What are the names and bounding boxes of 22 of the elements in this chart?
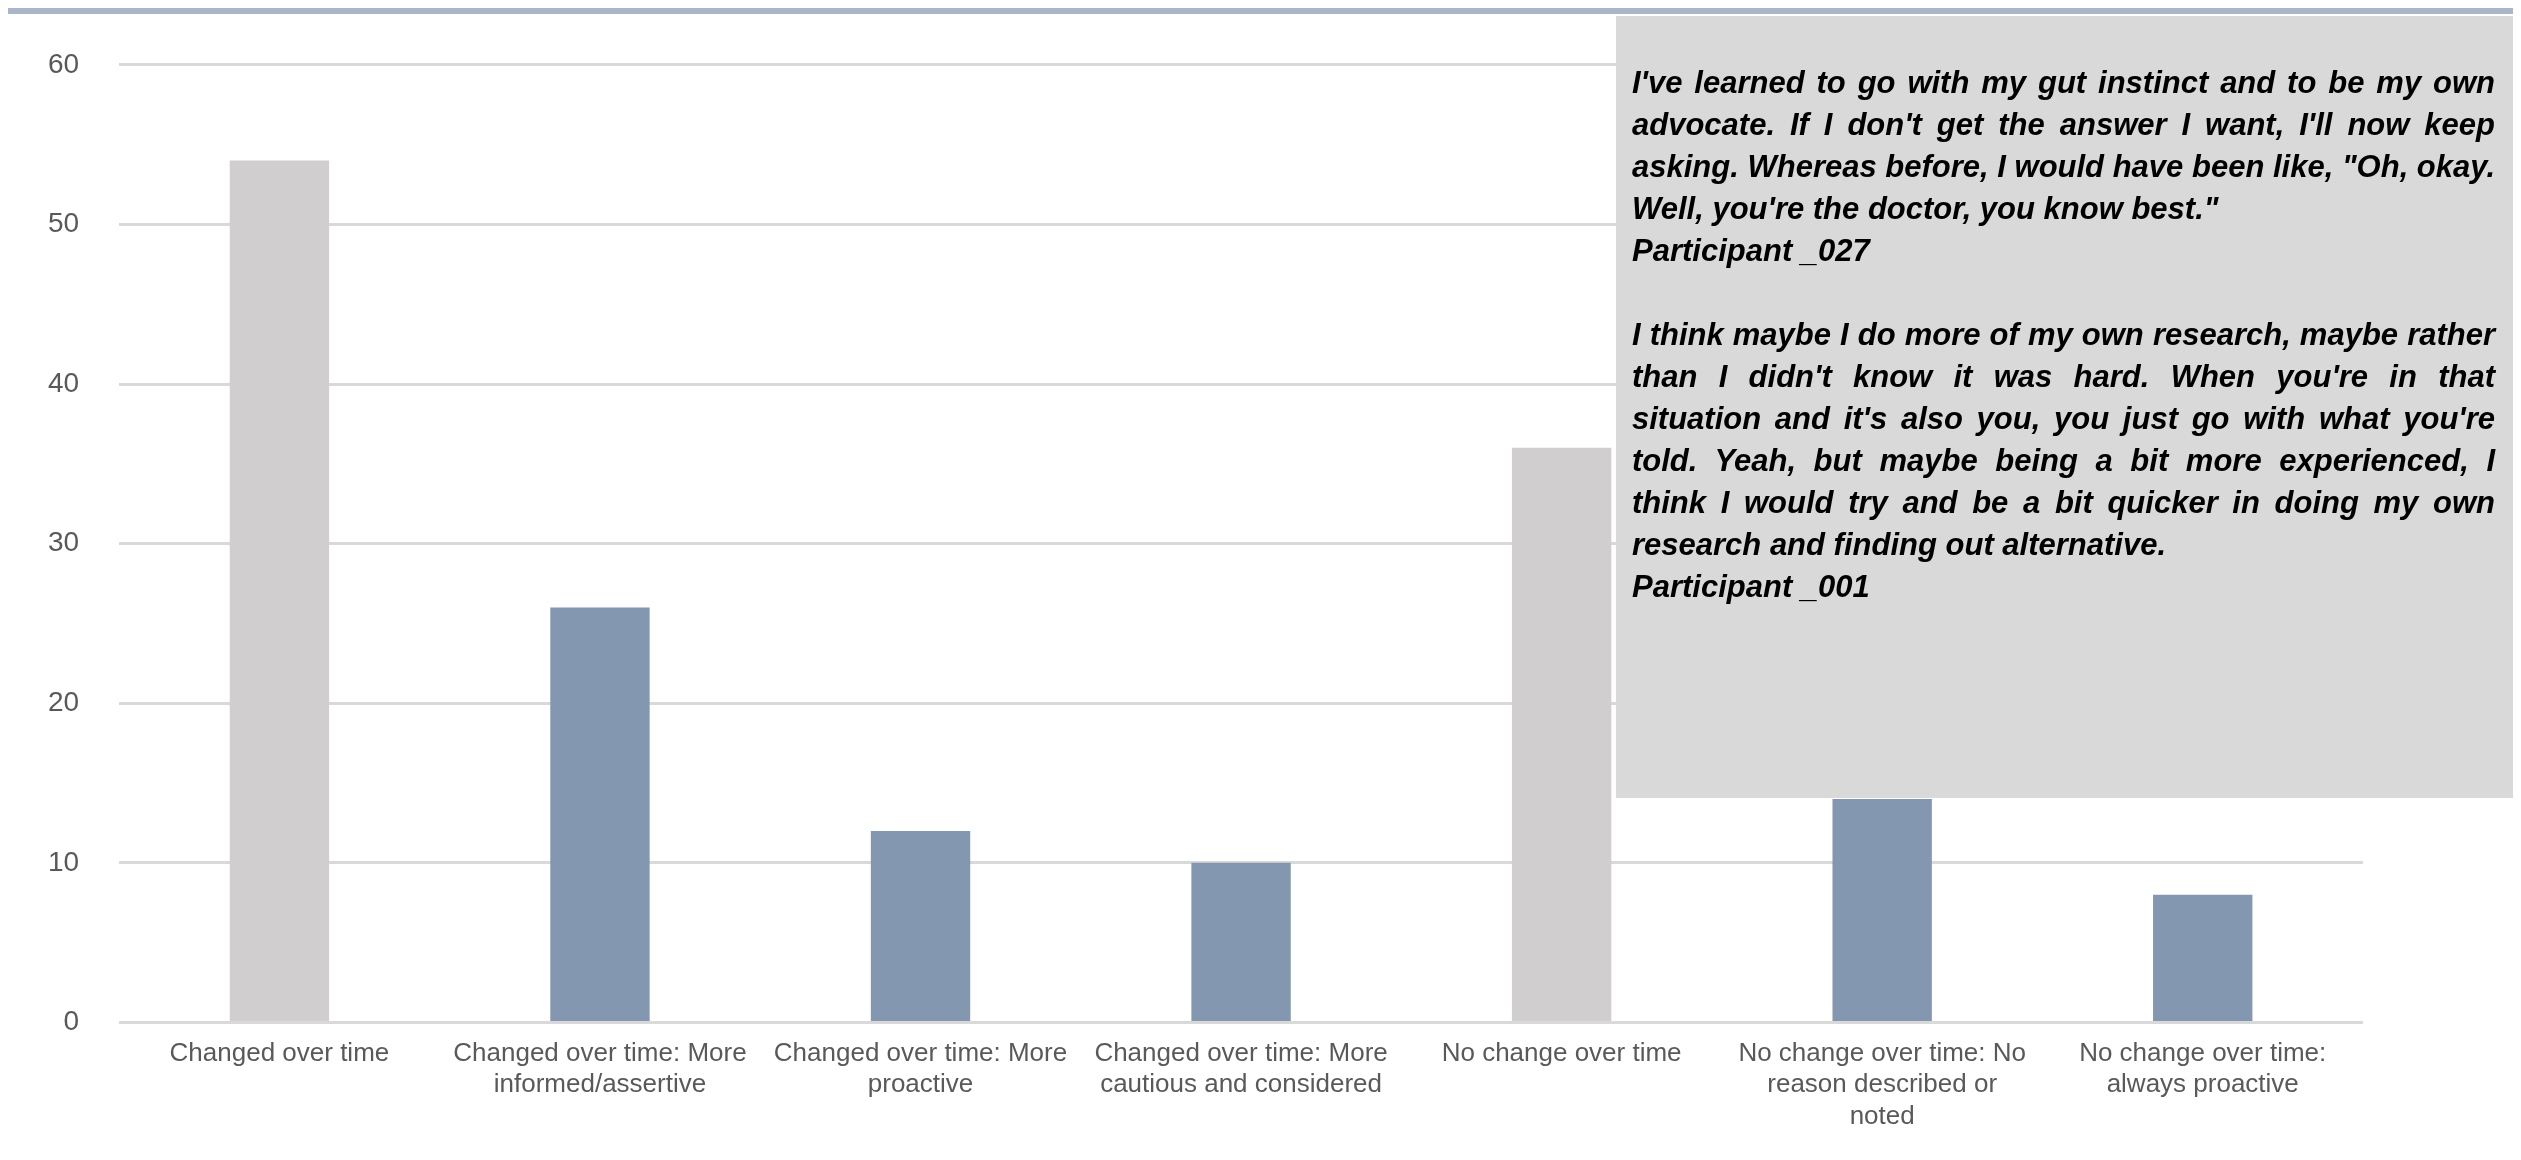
annotation: I think maybe I do more of my own research, maybe rather than I didn't know it was hard. When you're in that situation and it's also you, you just go with what you're told. Yeah, but maybe being a bit more experienced, I think I would try and be a bit quicker in doing my own research and finding out alternative. Participant _001 [1632, 316, 2495, 606]
bar [1191, 862, 1291, 1021]
x-tick-label: Changed over time [169, 1037, 390, 1068]
bar [550, 607, 650, 1021]
y-tick-label: 20 [47, 685, 80, 717]
x-tick-label: No change over time: No reason described or noted [1738, 1037, 2026, 1130]
y-tick-label: 0 [63, 1005, 80, 1037]
x-tick-label: Changed over time: More proactive [773, 1037, 1068, 1099]
quote-card: I've learned to go with my gut instinct and to be my own advocate. If I don't get the answer I want, I'll now keep asking. Whereas before, I would have been like, "Oh, okay. Well, you're the doctor, you know best." Participant _027 I think maybe I do more of my own research, maybe rather than I didn't know it was hard. When you're in that situation and it's also you, you just go with what you're told. Yeah, but maybe being a bit more experienced, I think I would try and be a bit quicker in doing my own research and finding out alternative. Participant _001 [1616, 16, 2513, 798]
bar [870, 830, 971, 1021]
bar [1832, 798, 1932, 1021]
x-tick-label: Changed over time: More cautious and considered [1094, 1037, 1388, 1099]
y-tick-label: 30 [47, 526, 80, 558]
y-tick-label: 50 [47, 207, 80, 239]
x-tick-label: Changed over time: More informed/assertive [453, 1037, 747, 1099]
y-tick-label: 60 [47, 47, 80, 79]
y-tick-label: 40 [47, 366, 80, 398]
y-tick-label: 10 [47, 845, 80, 877]
bar [2153, 894, 2253, 1021]
x-tick-label: No change over time [1441, 1037, 1682, 1068]
annotation: I've learned to go with my gut instinct and to be my own advocate. If I don't get the answer I want, I'll now keep asking. Whereas before, I would have been like, "Oh, okay. Well, you're the doctor, you know best." Participant _027 [1632, 64, 2495, 270]
x-tick-label: No change over time: always proactive [2079, 1037, 2327, 1099]
